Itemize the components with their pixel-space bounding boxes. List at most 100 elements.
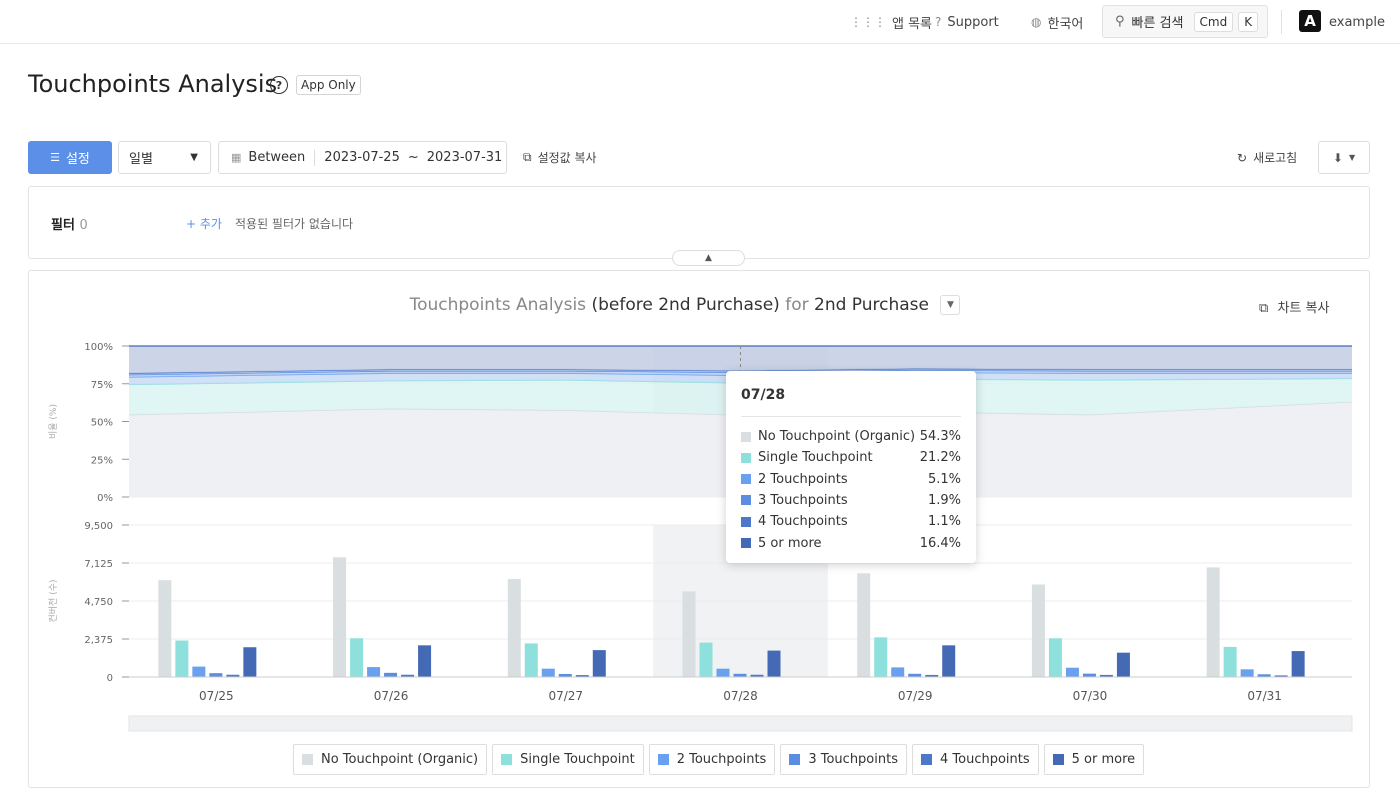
- chevron-down-icon: ▼: [1348, 153, 1356, 162]
- refresh-button[interactable]: ↻ 새로고침: [1237, 141, 1297, 174]
- top-bar: ⋮⋮⋮ 앱 목록 ? Support ◍ 한국어 ⚲ 빠른 검색 Cmd K A…: [0, 0, 1400, 44]
- bar-5-or-more[interactable]: [1116, 652, 1130, 677]
- bar-5-or-more[interactable]: [767, 650, 781, 677]
- chart-title: Touchpoints Analysis (before 2nd Purchas…: [0, 295, 1400, 315]
- bar-4-touchpoints[interactable]: [575, 675, 589, 677]
- bar-3-touchpoints[interactable]: [1257, 674, 1271, 677]
- collapse-toggle[interactable]: ▲: [672, 250, 745, 266]
- chart-legend: No Touchpoint (Organic) Single Touchpoint…: [293, 744, 1149, 775]
- chart-option-dropdown[interactable]: ▼: [940, 295, 961, 315]
- app-list-link[interactable]: ⋮⋮⋮ 앱 목록: [850, 0, 932, 44]
- bar-2-touchpoints[interactable]: [716, 668, 730, 677]
- bar-2-touchpoints[interactable]: [1065, 667, 1079, 677]
- bar-3-touchpoints[interactable]: [209, 673, 223, 677]
- x-tick-label: 07/27: [548, 689, 583, 703]
- y-tick-label: 100%: [84, 342, 113, 353]
- tooltip-value: 16.4%: [919, 535, 961, 551]
- bar-4-touchpoints[interactable]: [750, 674, 764, 677]
- legend-item[interactable]: 3 Touchpoints: [780, 744, 907, 775]
- legend-label: 5 or more: [1071, 752, 1136, 767]
- bar-single-touchpoint[interactable]: [350, 638, 364, 677]
- bar-2-touchpoints[interactable]: [367, 667, 381, 677]
- bar-3-touchpoints[interactable]: [558, 673, 572, 677]
- bar-no-touchpoint-organic-[interactable]: [857, 573, 871, 677]
- bar-single-touchpoint[interactable]: [699, 642, 713, 677]
- filter-empty-text: 적용된 필터가 없습니다: [235, 217, 354, 231]
- chart-title-part4: 2nd Purchase: [814, 295, 929, 315]
- tooltip-value: 1.1%: [927, 514, 961, 530]
- copy-chart-button[interactable]: ⧉ 차트 복사: [1259, 297, 1329, 316]
- tooltip-swatch: [741, 495, 751, 506]
- bar-2-touchpoints[interactable]: [891, 667, 905, 677]
- legend-item[interactable]: 4 Touchpoints: [912, 744, 1039, 775]
- page-title: Touchpoints Analysis: [28, 70, 278, 98]
- y-axis-label: 컨버전 (수): [48, 579, 59, 622]
- bar-5-or-more[interactable]: [243, 647, 257, 677]
- date-range-picker[interactable]: ▦ Between 2023-07-25 ~ 2023-07-31: [218, 141, 507, 174]
- bar-5-or-more[interactable]: [1291, 651, 1305, 677]
- tooltip-row: 4 Touchpoints 1.1%: [741, 511, 961, 532]
- bar-4-touchpoints[interactable]: [401, 674, 415, 677]
- bar-4-touchpoints[interactable]: [1274, 675, 1288, 677]
- legend-swatch: [657, 754, 669, 765]
- bar-2-touchpoints[interactable]: [192, 666, 206, 677]
- settings-button[interactable]: ☰ 설정: [28, 141, 112, 174]
- bar-3-touchpoints[interactable]: [1082, 673, 1096, 677]
- tooltip-swatch: [741, 452, 751, 463]
- download-button[interactable]: ⬇ ▼: [1318, 141, 1370, 174]
- filter-count: 0: [79, 218, 88, 233]
- copy-settings-button[interactable]: ⧉ 설정값 복사: [523, 141, 597, 174]
- period-value: 일별: [129, 152, 153, 167]
- kbd-cmd: Cmd: [1193, 11, 1234, 32]
- bar-5-or-more[interactable]: [942, 645, 956, 677]
- bar-single-touchpoint[interactable]: [874, 637, 888, 677]
- bar-no-touchpoint-organic-[interactable]: [158, 580, 172, 677]
- legend-item[interactable]: 5 or more: [1043, 744, 1145, 775]
- chart-title-part3: for: [785, 295, 809, 315]
- bar-single-touchpoint[interactable]: [175, 640, 189, 677]
- bar-4-touchpoints[interactable]: [925, 674, 939, 677]
- bar-3-touchpoints[interactable]: [733, 673, 747, 677]
- bar-single-touchpoint[interactable]: [1223, 646, 1237, 677]
- add-filter-button[interactable]: + 추가: [186, 217, 222, 231]
- bar-4-touchpoints[interactable]: [226, 674, 240, 677]
- bar-5-or-more[interactable]: [592, 650, 606, 677]
- tooltip-swatch: [741, 431, 751, 442]
- tooltip-row: 5 or more 16.4%: [741, 533, 961, 554]
- language-selector[interactable]: ◍ 한국어: [1031, 0, 1083, 44]
- filter-title: 필터: [51, 218, 75, 233]
- bar-no-touchpoint-organic-[interactable]: [333, 557, 347, 677]
- bar-2-touchpoints[interactable]: [541, 668, 555, 677]
- legend-swatch: [302, 754, 313, 765]
- bar-3-touchpoints[interactable]: [908, 673, 922, 677]
- bar-3-touchpoints[interactable]: [384, 672, 398, 677]
- bar-single-touchpoint[interactable]: [1048, 638, 1062, 677]
- bar-no-touchpoint-organic-[interactable]: [507, 579, 521, 677]
- help-icon[interactable]: ?: [270, 76, 288, 94]
- tooltip-date: 07/28: [741, 387, 786, 403]
- legend-swatch: [921, 754, 932, 765]
- tooltip-label: 3 Touchpoints: [758, 492, 848, 508]
- y-axis-label: 비율 (%): [48, 404, 59, 439]
- tooltip-divider: [741, 416, 961, 417]
- support-link[interactable]: ? Support: [935, 0, 999, 44]
- app-logo[interactable]: A: [1299, 10, 1321, 32]
- legend-swatch: [789, 754, 801, 765]
- bar-5-or-more[interactable]: [418, 645, 432, 677]
- legend-item[interactable]: 2 Touchpoints: [648, 744, 776, 775]
- user-menu[interactable]: example: [1329, 14, 1385, 30]
- bar-4-touchpoints[interactable]: [1099, 674, 1113, 677]
- legend-item[interactable]: Single Touchpoint: [492, 744, 644, 775]
- quick-search-button[interactable]: ⚲ 빠른 검색 Cmd K: [1102, 5, 1268, 38]
- tooltip-label: 2 Touchpoints: [758, 471, 848, 487]
- legend-item[interactable]: No Touchpoint (Organic): [293, 744, 488, 775]
- bar-no-touchpoint-organic-[interactable]: [1206, 567, 1220, 677]
- bar-2-touchpoints[interactable]: [1240, 669, 1254, 677]
- bar-no-touchpoint-organic-[interactable]: [1031, 584, 1045, 677]
- period-select[interactable]: 일별 ▼: [118, 141, 211, 174]
- x-tick-label: 07/26: [374, 689, 409, 703]
- search-icon: ⚲: [1115, 14, 1125, 29]
- bar-no-touchpoint-organic-[interactable]: [682, 591, 696, 677]
- bar-single-touchpoint[interactable]: [524, 643, 538, 677]
- chart-scrollbar[interactable]: [128, 715, 1353, 732]
